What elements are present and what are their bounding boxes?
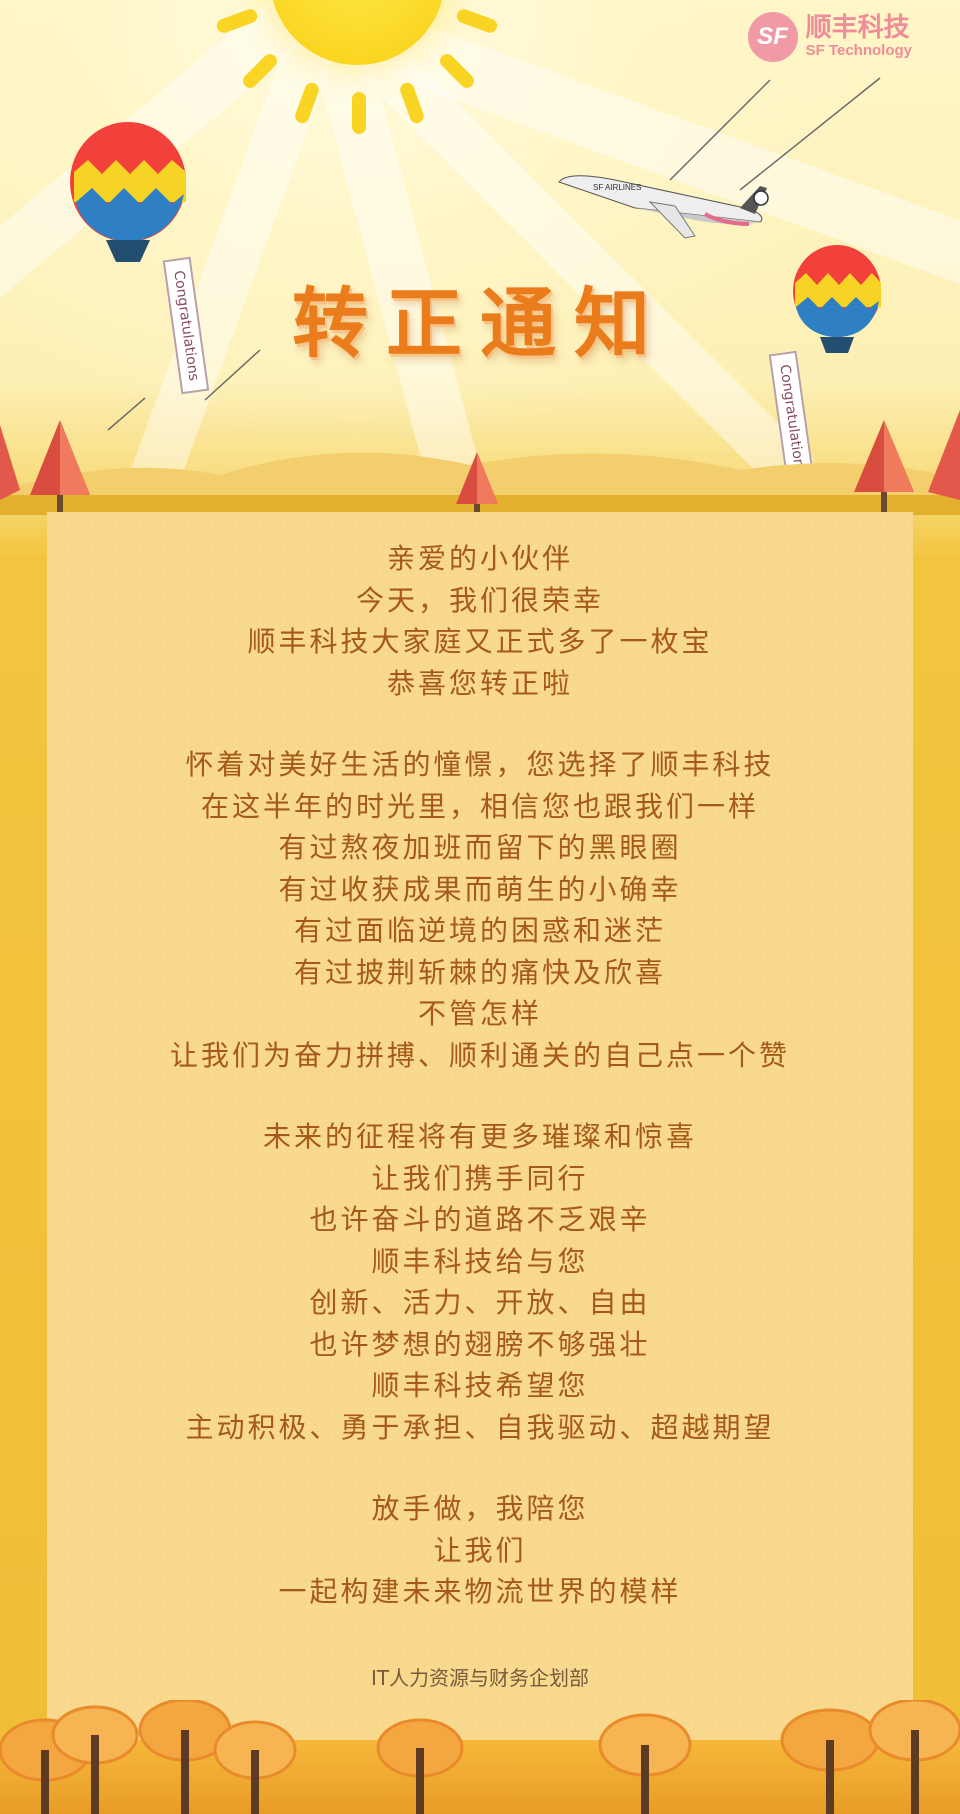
signature-department: IT人力资源与财务企划部 (370, 1666, 590, 1690)
brand-name-en: SF Technology (805, 42, 912, 59)
letter-line: 放手做，我陪您 (371, 1492, 589, 1525)
page-title: 转正通知 (292, 279, 668, 368)
letter-line: 有过披荆斩棘的痛快及欣喜 (293, 955, 666, 989)
letter-line: 让我们携手同行 (371, 1161, 589, 1195)
letter-line: 在这半年的时光里，相信您也跟我们一样 (200, 789, 759, 823)
brand-logo: SF 顺丰科技 SF Technology (747, 12, 912, 62)
letter-line: 未来的征程将有更多璀璨和惊喜 (262, 1120, 697, 1153)
tree-icon (376, 1718, 464, 1814)
letter-line: 怀着对美好生活的憧憬，您选择了顺丰科技 (185, 748, 775, 781)
letter-line: 有过面临逆境的困惑和迷茫 (293, 914, 666, 947)
letter-stanza: 未来的征程将有更多璀璨和惊喜 让我们携手同行 也许奋斗的道路不乏艰辛 顺丰科技给… (47, 1116, 913, 1448)
letter-line: 让我们 (433, 1533, 527, 1567)
tree-icon (213, 1720, 297, 1814)
decorative-lines (107, 77, 881, 431)
letter-line: 顺丰科技给与您 (371, 1244, 589, 1278)
letter-line: 有过收获成果而萌生的小确幸 (278, 872, 682, 906)
tree-icon (868, 1700, 960, 1814)
tree-icon (598, 1713, 692, 1814)
letter-stanza: 怀着对美好生活的憧憬，您选择了顺丰科技 在这半年的时光里，相信您也跟我们一样 有… (47, 744, 913, 1076)
tree-icon (0, 420, 90, 517)
letter-line: 有过熬夜加班而留下的黑眼圈 (278, 831, 682, 864)
letter-line: 主动积极、勇于承担、自我驱动、超越期望 (185, 1410, 775, 1444)
letter-line: 让我们为奋力拼搏、顺利通关的自己点一个赞 (169, 1038, 790, 1072)
letter-body: 亲爱的小伙伴 今天，我们很荣幸 顺丰科技大家庭又正式多了一枚宝 恭喜您转正啦 怀… (47, 538, 913, 1653)
letter-line: 恭喜您转正啦 (386, 666, 573, 700)
letter-line: 不管怎样 (417, 997, 542, 1030)
hot-air-balloon-icon (793, 245, 881, 353)
hot-air-balloon-icon (70, 122, 186, 262)
letter-line: 亲爱的小伙伴 (386, 542, 573, 575)
airplane-livery: SF AIRLINES (593, 183, 641, 192)
letter-line: 今天，我们很荣幸 (355, 583, 604, 617)
letter-panel (47, 512, 913, 1752)
tree-icon (51, 1705, 139, 1814)
letter-line: 顺丰科技大家庭又正式多了一枚宝 (247, 625, 713, 658)
letter-line: 也许奋斗的道路不乏艰辛 (309, 1203, 651, 1236)
airplane-icon: SF AIRLINES (558, 175, 769, 239)
tree-icon (780, 1708, 880, 1814)
letter-line: 创新、活力、开放、自由 (309, 1286, 651, 1319)
sf-logo-icon: SF (747, 12, 798, 62)
letter-line: 顺丰科技希望您 (371, 1369, 589, 1402)
letter-stanza: 亲爱的小伙伴 今天，我们很荣幸 顺丰科技大家庭又正式多了一枚宝 恭喜您转正啦 (47, 538, 913, 704)
letter-stanza: 放手做，我陪您 让我们 一起构建未来物流世界的模样 (47, 1488, 913, 1613)
letter-line: 一起构建未来物流世界的模样 (278, 1575, 682, 1608)
bottom-trees (0, 1700, 960, 1814)
tree-icon (854, 410, 960, 516)
brand-name-cn: 顺丰科技 (805, 13, 910, 43)
letter-line: 也许梦想的翅膀不够强壮 (309, 1327, 651, 1361)
